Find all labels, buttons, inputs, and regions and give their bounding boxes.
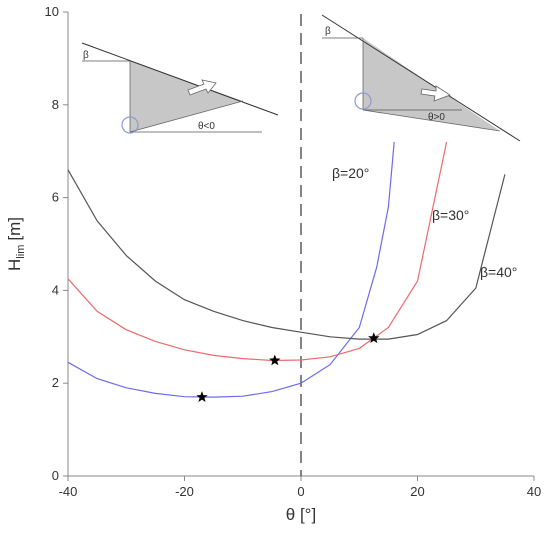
- series-line-2: [67, 141, 448, 362]
- y-tick-label: 2: [52, 375, 59, 390]
- svg-text:Hlim[m]: Hlim [m]: [5, 217, 27, 271]
- axes: -40 -20 0 20 40 0 2 4 6 8 10: [45, 4, 542, 499]
- inset1-pivot-circle-icon: [121, 116, 139, 134]
- y-axis-title-sub: lim: [15, 245, 27, 259]
- inset2-slope-line: [321, 14, 521, 142]
- inset-diagram-positive-theta: β θ>0: [321, 14, 521, 142]
- inset1-shaded-wedge: [130, 61, 243, 132]
- inset2-pivot-circle-icon: [354, 92, 372, 110]
- inset1-wedge-bottom: [129, 100, 244, 133]
- x-tick-label: -20: [175, 484, 194, 499]
- y-axis-title: Hlim [m]: [5, 217, 27, 271]
- inset2-theta-label: θ>0: [428, 112, 445, 123]
- inset1-direction-arrow-icon: [187, 79, 217, 96]
- x-axis-title: θ [°]: [286, 505, 316, 524]
- inset1-beta-label: β: [83, 50, 89, 61]
- y-ticks: 0 2 4 6 8 10: [45, 4, 68, 483]
- minimum-star-marker: [196, 391, 208, 402]
- x-tick-label: 40: [527, 484, 541, 499]
- x-tick-label: 0: [297, 484, 304, 499]
- inset-diagram-negative-theta: β θ<0: [81, 42, 279, 134]
- y-tick-label: 8: [52, 97, 59, 112]
- series-label-beta20: β=20°: [332, 165, 369, 181]
- y-tick-label: 10: [45, 4, 59, 19]
- x-tick-label: -40: [59, 484, 78, 499]
- y-tick-label: 0: [52, 468, 59, 483]
- inset2-beta-label: β: [325, 26, 331, 37]
- y-axis-title-main: H: [5, 259, 24, 271]
- series-layer: [67, 141, 506, 398]
- minimum-markers: [196, 332, 380, 402]
- x-tick-label: 20: [410, 484, 424, 499]
- inset1-slope-line: [81, 42, 279, 116]
- series-line-1: [67, 141, 395, 398]
- x-ticks: -40 -20 0 20 40: [59, 476, 541, 499]
- series-label-beta40: β=40°: [480, 264, 517, 280]
- inset2-wedge-bottom: [362, 109, 501, 132]
- minimum-star-marker: [368, 332, 380, 343]
- series-line-3: [67, 169, 506, 340]
- inset1-theta-label: θ<0: [198, 121, 215, 132]
- minimum-star-marker: [269, 354, 281, 366]
- y-tick-label: 4: [52, 282, 59, 297]
- inset2-direction-arrow-icon: [420, 85, 451, 102]
- series-label-beta30: β=30°: [432, 207, 469, 223]
- y-axis-title-unit: [m]: [5, 217, 24, 241]
- y-tick-label: 6: [52, 190, 59, 205]
